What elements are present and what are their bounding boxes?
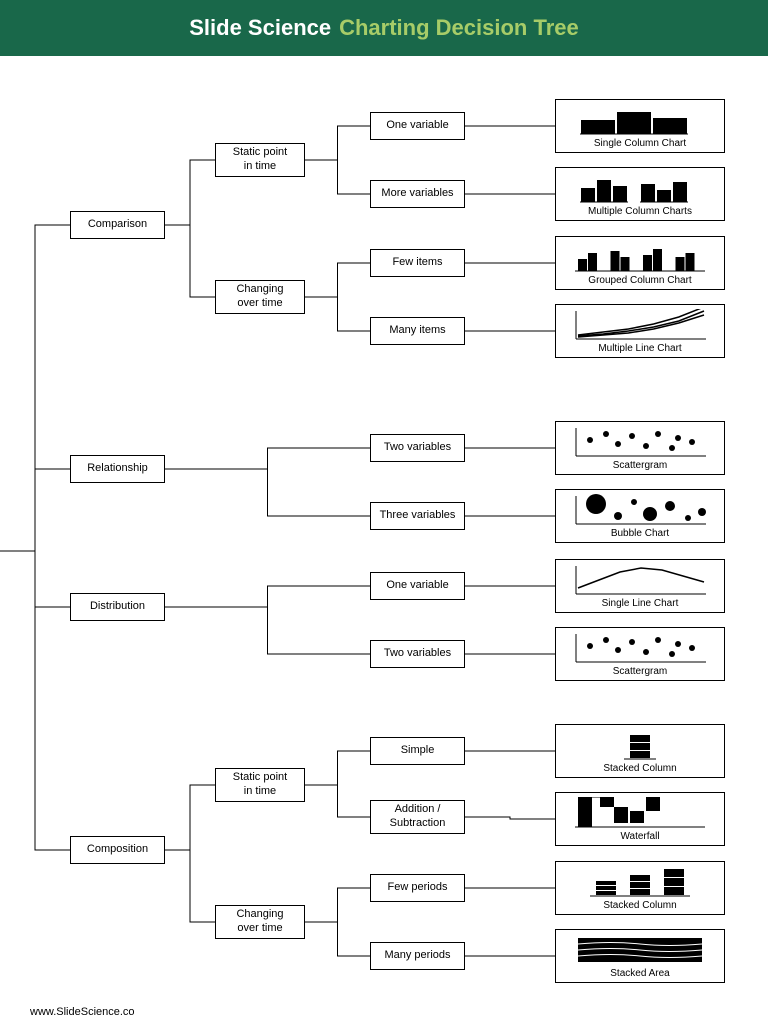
- leaf-caption: Bubble Chart: [611, 528, 669, 539]
- leaf-caption: Waterfall: [620, 831, 659, 842]
- node-two_vars_r: Two variables: [370, 434, 465, 462]
- node-more_vars: More variables: [370, 180, 465, 208]
- node-compz_change: Changingover time: [215, 905, 305, 939]
- grouped_column-icon: [562, 241, 718, 273]
- stacked_single-icon: [562, 729, 718, 761]
- leaf-stacked_col2: Stacked Column: [555, 861, 725, 915]
- node-many_items: Many items: [370, 317, 465, 345]
- node-comp_static: Static pointin time: [215, 143, 305, 177]
- leaf-waterfall: Waterfall: [555, 792, 725, 846]
- single_column-icon: [562, 104, 718, 136]
- leaf-stacked_area: Stacked Area: [555, 929, 725, 983]
- leaf-caption: Stacked Column: [603, 763, 676, 774]
- single_line-icon: [562, 564, 718, 596]
- node-two_vars_d: Two variables: [370, 640, 465, 668]
- leaf-grouped_col: Grouped Column Chart: [555, 236, 725, 290]
- node-composition: Composition: [70, 836, 165, 864]
- leaf-caption: Grouped Column Chart: [588, 275, 691, 286]
- multi_column-icon: [562, 172, 718, 204]
- node-few_items: Few items: [370, 249, 465, 277]
- leaf-caption: Multiple Line Chart: [598, 343, 681, 354]
- leaf-scatter_d: Scattergram: [555, 627, 725, 681]
- node-one_var_d: One variable: [370, 572, 465, 600]
- node-many_periods: Many periods: [370, 942, 465, 970]
- node-one_var: One variable: [370, 112, 465, 140]
- leaf-single_line: Single Line Chart: [555, 559, 725, 613]
- leaf-caption: Single Line Chart: [602, 598, 679, 609]
- node-relationship: Relationship: [70, 455, 165, 483]
- leaf-scatter_r: Scattergram: [555, 421, 725, 475]
- leaf-caption: Scattergram: [613, 460, 667, 471]
- leaf-single_col: Single Column Chart: [555, 99, 725, 153]
- leaf-stacked_col1: Stacked Column: [555, 724, 725, 778]
- leaf-multi_line: Multiple Line Chart: [555, 304, 725, 358]
- node-three_vars: Three variables: [370, 502, 465, 530]
- scatter-icon: [562, 632, 718, 664]
- leaf-caption: Single Column Chart: [594, 138, 686, 149]
- waterfall-icon: [562, 797, 718, 829]
- leaf-caption: Stacked Area: [610, 968, 669, 979]
- stacked_area-icon: [562, 934, 718, 966]
- leaf-multi_col: Multiple Column Charts: [555, 167, 725, 221]
- header-title-right: Charting Decision Tree: [339, 15, 579, 41]
- bubble-icon: [562, 494, 718, 526]
- node-add_sub: Addition /Subtraction: [370, 800, 465, 834]
- node-few_periods: Few periods: [370, 874, 465, 902]
- leaf-caption: Multiple Column Charts: [588, 206, 692, 217]
- header-title-left: Slide Science: [189, 15, 331, 41]
- leaf-bubble: Bubble Chart: [555, 489, 725, 543]
- leaf-caption: Scattergram: [613, 666, 667, 677]
- node-simple: Simple: [370, 737, 465, 765]
- footer-url: www.SlideScience.co: [30, 1006, 135, 1018]
- scatter-icon: [562, 426, 718, 458]
- leaf-caption: Stacked Column: [603, 900, 676, 911]
- stacked_multi-icon: [562, 866, 718, 898]
- node-comparison: Comparison: [70, 211, 165, 239]
- header: Slide Science Charting Decision Tree: [0, 0, 768, 56]
- multi_line-icon: [562, 309, 718, 341]
- node-comp_change: Changingover time: [215, 280, 305, 314]
- node-compz_static: Static pointin time: [215, 768, 305, 802]
- node-distribution: Distribution: [70, 593, 165, 621]
- tree-canvas: Comparison Relationship Distribution Compos…: [0, 56, 768, 1024]
